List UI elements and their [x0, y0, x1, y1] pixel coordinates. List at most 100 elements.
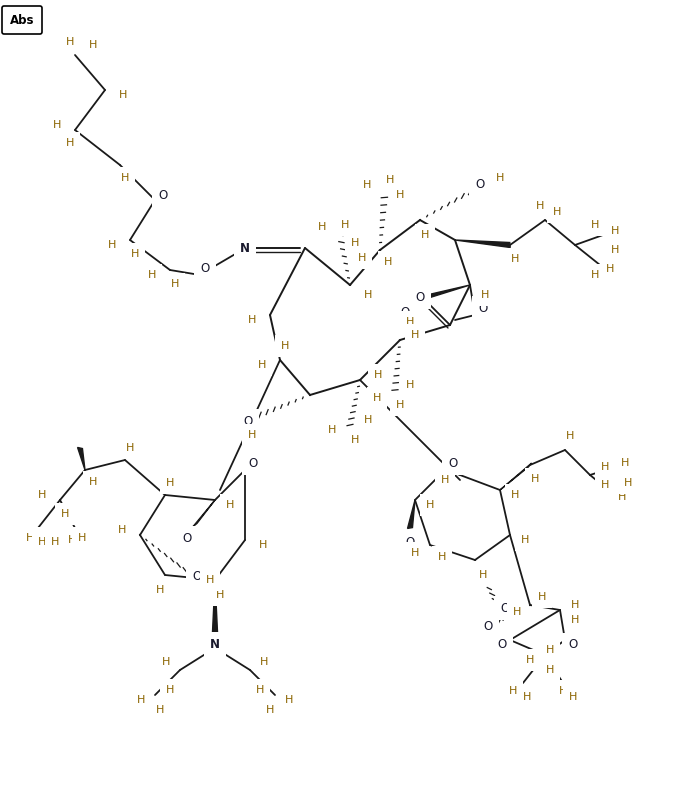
Text: H: H	[351, 238, 359, 248]
Text: O: O	[243, 415, 253, 427]
Text: O: O	[248, 456, 258, 470]
Text: H: H	[121, 173, 129, 183]
FancyBboxPatch shape	[2, 6, 42, 34]
Text: H: H	[358, 253, 366, 263]
Text: H: H	[618, 492, 626, 502]
Text: H: H	[89, 477, 97, 487]
Text: H: H	[89, 40, 97, 50]
Text: H: H	[258, 360, 266, 370]
Text: H: H	[137, 695, 145, 705]
Text: O: O	[193, 570, 201, 582]
Text: H: H	[421, 230, 429, 240]
Text: H: H	[438, 552, 446, 562]
Text: O: O	[475, 178, 485, 190]
Text: O: O	[201, 261, 210, 275]
Text: H: H	[61, 509, 69, 519]
Polygon shape	[500, 463, 532, 490]
Text: H: H	[571, 600, 579, 610]
Text: H: H	[53, 120, 61, 130]
Text: H: H	[38, 537, 46, 547]
Polygon shape	[455, 240, 511, 247]
Text: H: H	[386, 175, 394, 185]
Text: H: H	[521, 535, 530, 545]
Text: H: H	[248, 430, 256, 440]
Text: H: H	[538, 592, 546, 602]
Text: H: H	[513, 607, 521, 617]
Text: H: H	[479, 570, 487, 580]
Text: H: H	[126, 443, 134, 453]
Text: H: H	[327, 425, 336, 435]
Text: H: H	[531, 474, 539, 484]
Text: O: O	[405, 535, 415, 549]
Text: O: O	[479, 301, 487, 315]
Text: H: H	[364, 290, 372, 300]
Text: H: H	[351, 435, 359, 445]
Text: O: O	[448, 456, 458, 470]
Polygon shape	[212, 580, 218, 632]
Text: H: H	[206, 575, 214, 585]
Text: H: H	[536, 201, 544, 211]
Text: H: H	[611, 226, 619, 236]
Text: H: H	[621, 458, 629, 468]
Text: H: H	[226, 500, 234, 510]
Text: H: H	[496, 173, 504, 183]
Text: H: H	[601, 480, 610, 490]
Text: O: O	[500, 601, 510, 615]
Text: N: N	[240, 242, 250, 254]
Text: H: H	[411, 330, 419, 340]
Text: H: H	[411, 548, 419, 558]
Text: O: O	[401, 305, 410, 319]
Text: H: H	[426, 500, 434, 510]
Text: H: H	[260, 657, 268, 667]
Text: H: H	[266, 705, 274, 715]
Text: H: H	[508, 686, 517, 696]
Text: H: H	[546, 645, 554, 655]
Text: H: H	[66, 138, 74, 148]
Text: H: H	[166, 478, 174, 488]
Text: H: H	[108, 240, 116, 250]
Text: H: H	[166, 685, 174, 695]
Text: H: H	[523, 692, 531, 702]
Text: H: H	[373, 393, 381, 403]
Text: O: O	[416, 290, 424, 304]
Text: H: H	[406, 380, 414, 390]
Text: H: H	[526, 655, 534, 665]
Text: O: O	[568, 638, 578, 652]
Text: H: H	[396, 190, 404, 200]
Text: H: H	[131, 249, 139, 259]
Text: H: H	[78, 533, 86, 543]
Text: N: N	[210, 637, 220, 651]
Text: H: H	[363, 180, 371, 190]
Text: H: H	[281, 341, 290, 351]
Text: H: H	[51, 537, 59, 547]
Text: H: H	[374, 370, 382, 380]
Text: H: H	[248, 315, 256, 325]
Text: H: H	[66, 37, 74, 47]
Text: H: H	[566, 431, 574, 441]
Text: H: H	[569, 692, 577, 702]
Text: H: H	[156, 705, 164, 715]
Text: H: H	[68, 535, 76, 545]
Text: H: H	[396, 400, 404, 410]
Text: O: O	[498, 638, 506, 652]
Text: H: H	[171, 279, 179, 289]
Text: H: H	[119, 90, 127, 100]
Text: H: H	[624, 478, 632, 488]
Polygon shape	[407, 500, 415, 528]
Text: O: O	[182, 531, 192, 545]
Text: H: H	[601, 462, 610, 472]
Text: H: H	[341, 220, 349, 230]
Text: H: H	[148, 270, 156, 280]
Text: H: H	[611, 245, 619, 255]
Text: H: H	[406, 317, 414, 327]
Text: H: H	[591, 220, 599, 230]
Text: H: H	[259, 540, 267, 550]
Text: H: H	[511, 490, 519, 500]
Text: H: H	[384, 257, 392, 267]
Text: H: H	[216, 590, 224, 600]
Text: H: H	[441, 475, 450, 485]
Text: H: H	[571, 615, 579, 625]
Text: H: H	[156, 585, 164, 595]
Text: H: H	[591, 270, 599, 280]
Text: H: H	[285, 695, 293, 705]
